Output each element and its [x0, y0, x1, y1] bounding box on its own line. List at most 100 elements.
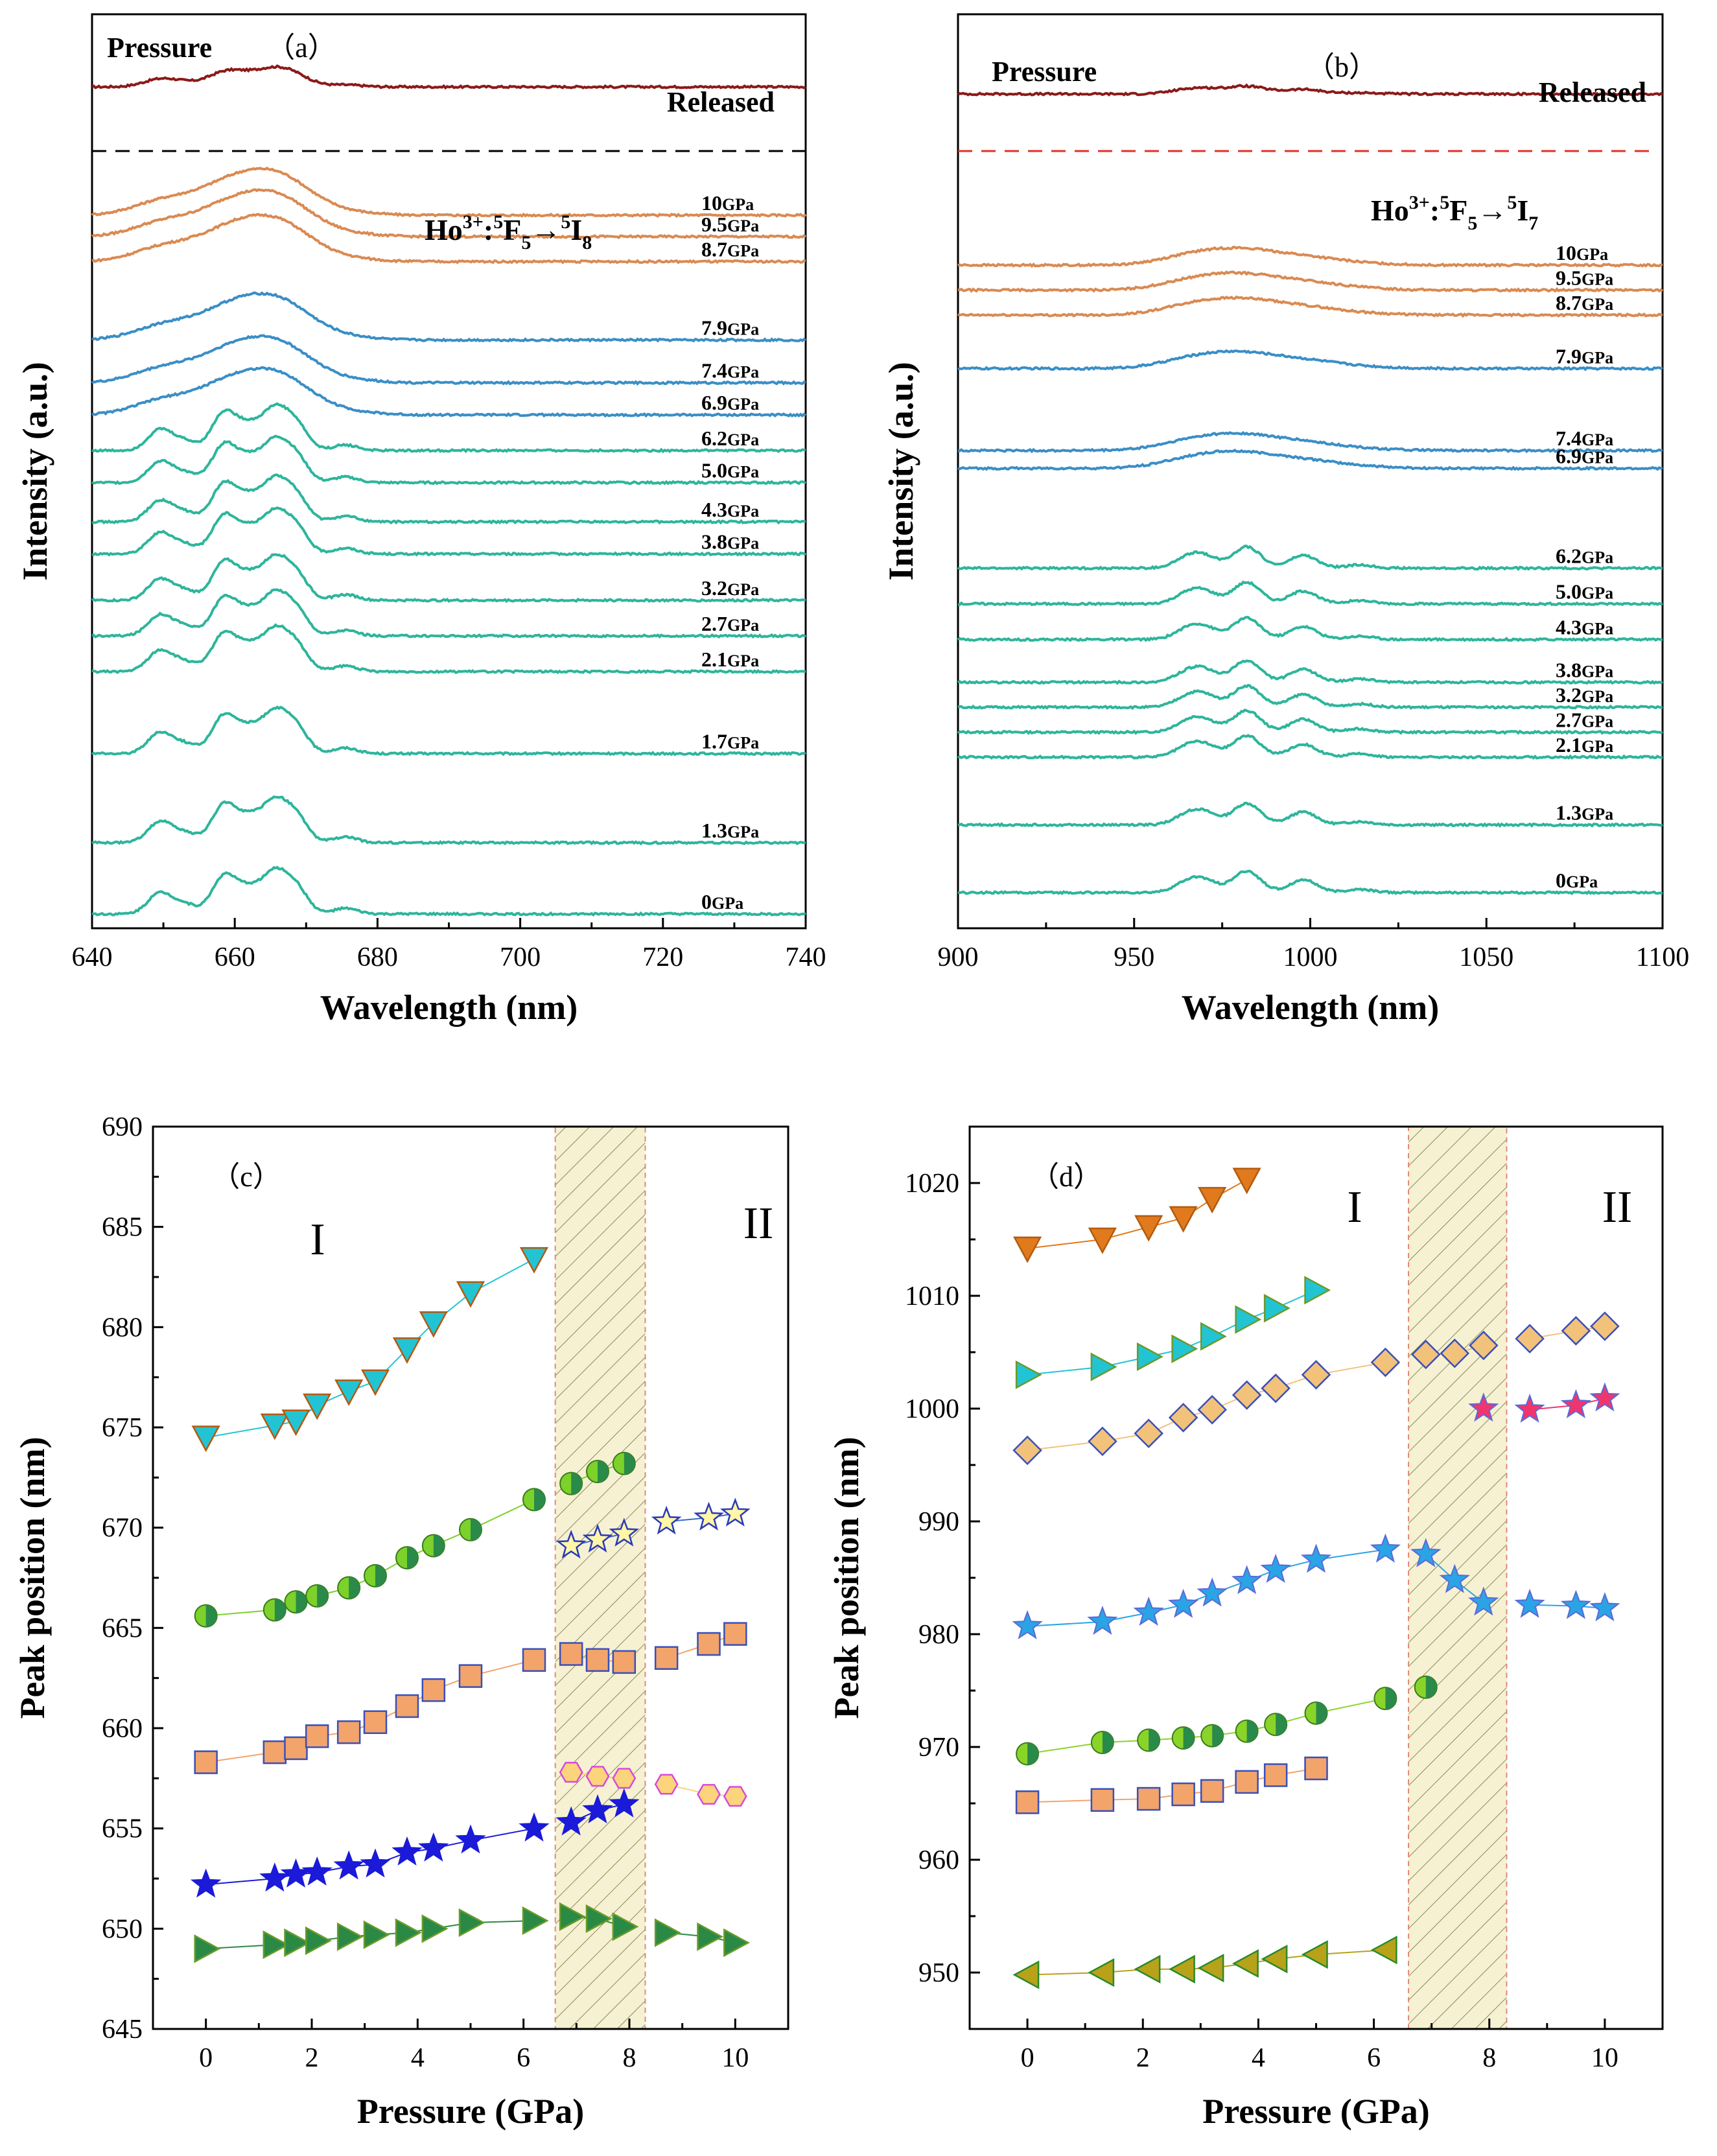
pressure-label-b: 6.2GPa [1556, 545, 1613, 568]
data-point-d-d5 [1260, 1553, 1291, 1583]
panel-label-a: （a） [266, 32, 336, 64]
pressure-label-a: 1.3GPa [701, 819, 759, 842]
pressure-label-b: 6.9GPa [1556, 445, 1613, 468]
data-point-c-c6 [391, 1836, 423, 1866]
data-point-c-c2 [194, 1604, 218, 1628]
data-point-c-c7 [612, 1912, 639, 1941]
spectrum-b-0GPa [957, 869, 1663, 896]
data-point-c-c5 [612, 1768, 637, 1789]
data-point-c-c6 [582, 1794, 613, 1823]
data-point-d-d5 [1560, 1589, 1591, 1619]
pressure-label-a: 7.9GPa [701, 316, 759, 340]
transition-title-b: Ho3+:5F5→5I7 [1371, 192, 1538, 234]
spectrum-a-3.8GPa [91, 506, 807, 557]
data-point-c-c3 [609, 1517, 640, 1547]
spectrum-b-3.8GPa [957, 659, 1663, 685]
phase-label-II-d: II [1602, 1182, 1633, 1232]
data-point-d-d3 [1515, 1324, 1545, 1353]
plot-frame-d [968, 1125, 1664, 2030]
data-point-c-c4 [585, 1648, 610, 1672]
y-tick-label-d: 970 [918, 1733, 959, 1763]
data-point-c-c1 [419, 1311, 448, 1338]
data-point-c-c6 [333, 1850, 364, 1880]
x-tick-label-c: 10 [721, 2043, 749, 2073]
data-point-d-d2 [1263, 1294, 1291, 1323]
data-point-c-c3 [651, 1505, 682, 1535]
pressure-label-a: 9.5GPa [701, 213, 759, 236]
spectrum-a-7.4GPa [91, 334, 806, 386]
x-tick-label-a: 720 [642, 943, 683, 972]
data-point-d-d3 [1410, 1339, 1441, 1370]
x-tick-label-a: 740 [786, 943, 826, 972]
data-point-d-d8 [1301, 1940, 1328, 1969]
data-point-d-d8 [1261, 1945, 1288, 1974]
data-point-d-d7 [1171, 1782, 1195, 1807]
data-point-c-c7 [585, 1904, 613, 1933]
data-point-d-d7 [1200, 1779, 1224, 1803]
pressure-label-b: 7.9GPa [1556, 345, 1613, 368]
data-point-c-c5 [697, 1784, 721, 1805]
y-axis-title-a: Intensity (a.u.) [16, 362, 54, 581]
data-point-c-c2 [284, 1590, 308, 1614]
panel-b: 900 950 1000 1050 1100 Wavelength (nm) Intensi… [882, 13, 1689, 1027]
data-point-c-c7 [363, 1920, 390, 1949]
data-point-d-d8 [1370, 1936, 1397, 1965]
data-point-d-d5 [1197, 1577, 1228, 1607]
data-point-d-d7 [1304, 1756, 1328, 1781]
pressure-label-b: 4.3GPa [1556, 616, 1613, 639]
pressure-text-a: Pressure [107, 32, 212, 64]
y-tick-label-d: 1020 [905, 1169, 959, 1199]
data-point-d-d5 [1167, 1588, 1199, 1618]
panel-c: 0 2 4 6 8 10 645 650 655 660 665 670 675 680 685 690 Pre… [13, 1112, 789, 2131]
x-tick-label-b: 950 [1114, 943, 1154, 972]
data-point-c-c3 [582, 1523, 613, 1553]
y-tick-label-c: 675 [102, 1413, 143, 1443]
data-point-c-c2 [459, 1517, 482, 1541]
spectrum-a-2.1GPa [91, 623, 806, 675]
data-point-d-d1 [1232, 1167, 1261, 1195]
x-tick-label-b: 1100 [1636, 943, 1689, 972]
spectrum-a-8.7GPa [91, 213, 806, 264]
data-point-c-c1 [260, 1413, 289, 1440]
x-axis-title-c: Pressure (GPa) [357, 2092, 584, 2131]
data-point-c-c5 [654, 1774, 679, 1795]
y-tick-label-c: 665 [102, 1613, 143, 1643]
data-point-d-d3 [1088, 1426, 1117, 1457]
data-point-c-c1 [360, 1369, 390, 1396]
pressure-label-a: 5.0GPa [701, 459, 759, 482]
pressure-label-a: 2.7GPa [701, 612, 759, 635]
series-line-d-d5 [1027, 1549, 1386, 1627]
data-point-d-d5 [1370, 1533, 1401, 1563]
pressure-label-b: 3.8GPa [1556, 659, 1613, 682]
data-point-d-d6 [1264, 1713, 1288, 1737]
data-point-c-c1 [303, 1393, 332, 1420]
data-point-c-c6 [301, 1856, 333, 1886]
data-point-d-d6 [1090, 1731, 1114, 1755]
x-tick-label-a: 640 [72, 943, 113, 972]
pressure-label-a: 4.3GPa [701, 498, 759, 521]
pressure-label-b: 10GPa [1556, 241, 1608, 264]
data-point-d-d4 [1514, 1393, 1545, 1423]
data-point-c-c2 [586, 1460, 609, 1484]
data-point-c-c6 [609, 1788, 640, 1818]
pressure-text-b: Pressure [992, 56, 1097, 88]
pressure-label-a: 10GPa [701, 191, 754, 215]
data-point-d-d5 [1087, 1606, 1118, 1635]
data-point-c-c5 [585, 1766, 610, 1787]
data-point-d-d5 [1439, 1564, 1470, 1593]
x-tick-label-a: 680 [357, 943, 398, 972]
data-point-c-c4 [395, 1694, 419, 1718]
data-point-c-c7 [395, 1918, 422, 1947]
x-tick-label-b: 900 [938, 943, 979, 972]
x-tick-label-d: 4 [1252, 2043, 1265, 2073]
data-point-d-d8 [1134, 1954, 1161, 1984]
data-point-c-c7 [559, 1902, 586, 1931]
data-point-c-c2 [421, 1534, 445, 1558]
data-point-c-c3 [694, 1501, 724, 1531]
data-point-c-c6 [519, 1812, 550, 1842]
data-point-d-d7 [1090, 1788, 1115, 1812]
spectrum-a-3.2GPa [91, 553, 806, 603]
data-point-c-c2 [263, 1598, 286, 1622]
y-tick-label-c: 680 [102, 1313, 143, 1342]
